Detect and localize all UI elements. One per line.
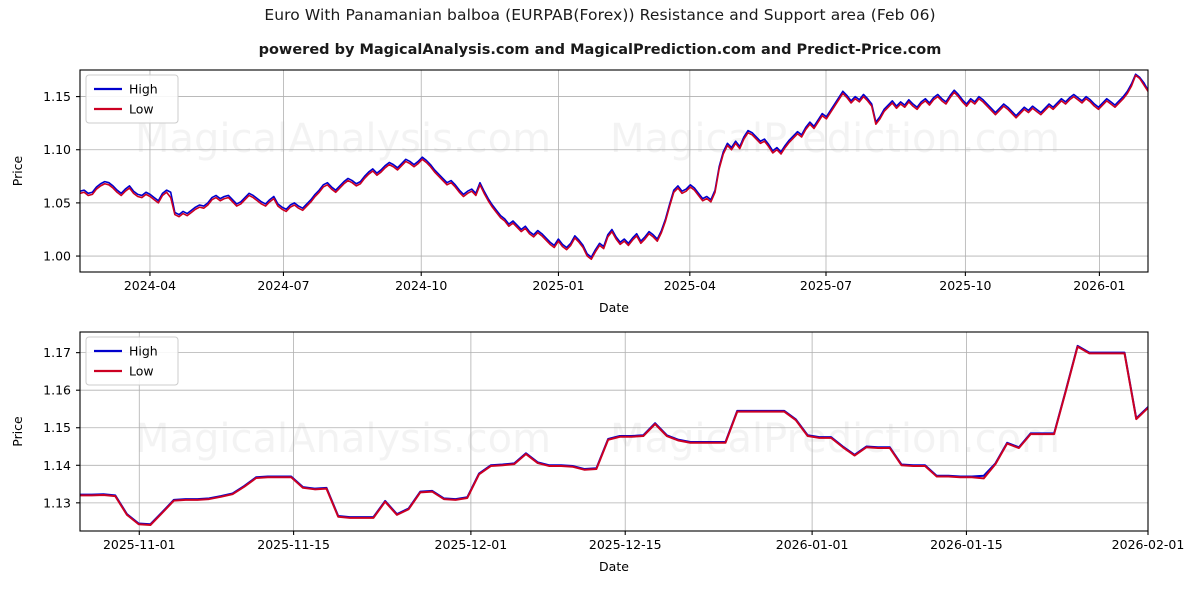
watermark-right: MagicalPrediction.com <box>610 116 1060 162</box>
x-tick-label: 2026-01 <box>1073 278 1125 293</box>
top-chart: MagicalAnalysis.com MagicalPrediction.com… <box>10 69 1149 315</box>
watermark-left: MagicalAnalysis.com <box>135 416 551 462</box>
x-tick-label: 2025-07 <box>800 278 852 293</box>
y-tick-label: 1.14 <box>43 458 71 473</box>
x-tick-label: 2024-10 <box>395 278 447 293</box>
x-tick-label: 2025-01 <box>532 278 584 293</box>
x-axis-label: Date <box>599 559 629 574</box>
x-tick-label: 2026-02-01 <box>1112 537 1185 552</box>
y-tick-label: 1.17 <box>43 345 71 360</box>
watermark-left: MagicalAnalysis.com <box>135 116 551 162</box>
y-tick-label: 1.15 <box>43 89 71 104</box>
page-subtitle: powered by MagicalAnalysis.com and Magic… <box>258 42 942 58</box>
y-axis-label: Price <box>10 416 25 447</box>
x-tick-label: 2026-01-01 <box>776 537 849 552</box>
legend-label-low: Low <box>129 364 154 379</box>
x-axis-label: Date <box>599 300 629 315</box>
y-tick-label: 1.05 <box>43 195 71 210</box>
legend-label-low: Low <box>129 102 154 117</box>
x-tick-label: 2025-04 <box>664 278 716 293</box>
x-tick-label: 2025-12-15 <box>589 537 662 552</box>
y-tick-label: 1.13 <box>43 495 71 510</box>
y-tick-label: 1.15 <box>43 420 71 435</box>
y-tick-label: 1.10 <box>43 142 71 157</box>
plot-border <box>79 331 1149 532</box>
legend: High Low <box>85 74 179 124</box>
y-axis-label: Price <box>10 155 25 186</box>
x-tick-label: 2025-11-01 <box>103 537 176 552</box>
legend: High Low <box>85 336 179 386</box>
y-tick-label: 1.16 <box>43 383 71 398</box>
plot-background <box>80 332 1148 531</box>
legend-label-high: High <box>129 344 158 359</box>
bottom-chart: MagicalAnalysis.comMagicalPrediction.com… <box>10 331 1185 574</box>
x-tick-label: 2025-12-01 <box>435 537 508 552</box>
series-line-low <box>80 345 1148 526</box>
legend-background <box>85 336 179 386</box>
legend-background <box>85 74 179 124</box>
x-tick-label: 2025-11-15 <box>257 537 330 552</box>
x-tick-label: 2026-01-15 <box>930 537 1003 552</box>
x-tick-label: 2025-10 <box>939 278 991 293</box>
page-title: Euro With Panamanian balboa (EURPAB(Fore… <box>264 6 936 24</box>
series-line-low <box>80 74 1148 261</box>
plot-background <box>80 70 1148 272</box>
plot-border <box>79 69 1149 273</box>
y-tick-label: 1.00 <box>43 249 71 264</box>
series-line-high <box>80 73 1148 258</box>
x-tick-label: 2024-04 <box>124 278 176 293</box>
x-tick-label: 2024-07 <box>257 278 309 293</box>
legend-label-high: High <box>129 82 158 97</box>
